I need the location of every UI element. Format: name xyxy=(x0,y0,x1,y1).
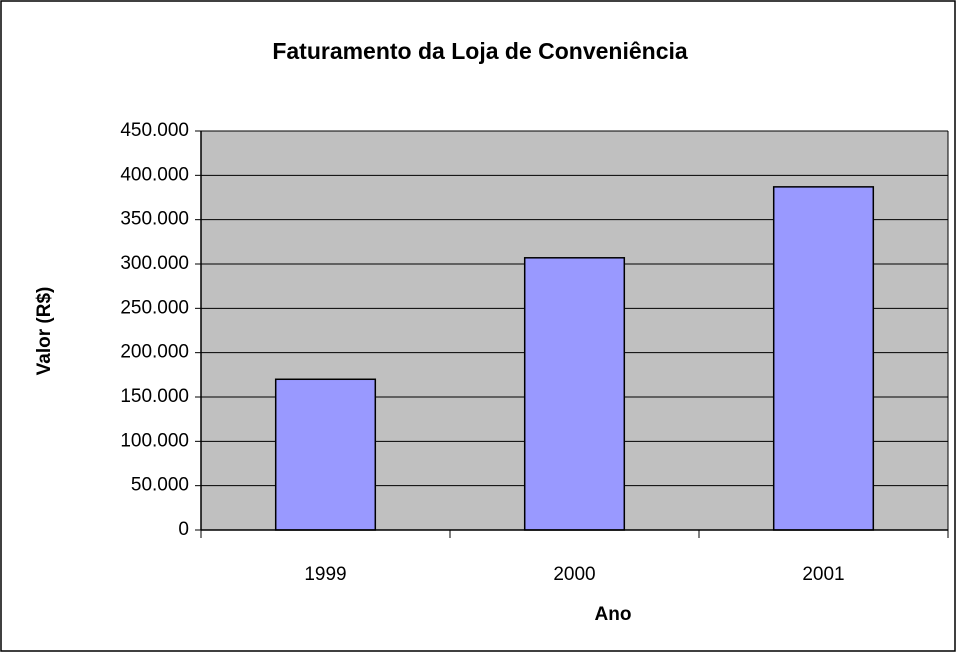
y-tick-label: 400.000 xyxy=(120,164,189,185)
y-tick-label: 100.000 xyxy=(120,430,189,451)
x-tick-label: 2001 xyxy=(802,564,844,585)
bar xyxy=(772,186,875,531)
y-tick-label: 300.000 xyxy=(120,253,189,274)
y-tick-label: 0 xyxy=(178,519,189,540)
x-tick-label: 2000 xyxy=(553,564,595,585)
y-tick-label: 200.000 xyxy=(120,342,189,363)
y-tick-label: 150.000 xyxy=(120,386,189,407)
bar xyxy=(523,257,626,531)
y-axis-label: Valor (R$) xyxy=(34,287,55,376)
y-tick-label: 250.000 xyxy=(120,297,189,318)
y-tick-label: 450.000 xyxy=(120,120,189,141)
x-axis-label: Ano xyxy=(595,604,632,625)
chart-title: Faturamento da Loja de Conveniência xyxy=(272,38,688,64)
bar xyxy=(274,378,377,531)
y-tick-label: 50.000 xyxy=(131,475,189,496)
x-tick-label: 1999 xyxy=(304,564,346,585)
y-tick-label: 350.000 xyxy=(120,209,189,230)
